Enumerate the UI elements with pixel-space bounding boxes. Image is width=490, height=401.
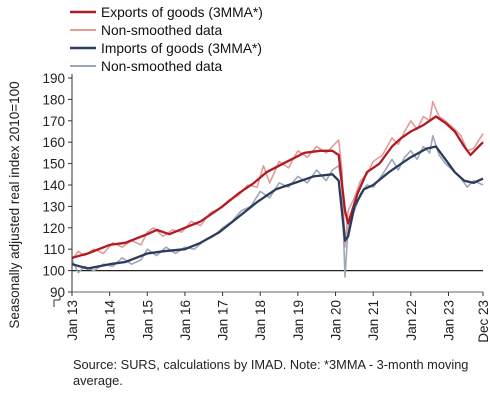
x-tick-label: Dec 23	[476, 300, 490, 343]
chart: Exports of goods (3MMA*) Non-smoothed dat…	[7, 5, 490, 343]
x-tick-label: Jan 22	[404, 300, 419, 341]
legend-item: Exports of goods (3MMA*)	[70, 5, 263, 20]
legend-item: Imports of goods (3MMA*)	[70, 41, 262, 56]
y-tick-label: 120	[42, 221, 65, 236]
exports-non-smoothed-line	[71, 100, 484, 261]
x-tick-label: Jan 21	[366, 300, 381, 341]
x-axis: Jan 13 Jan 14 Jan 15 Jan 16 Jan 17 Jan 18 Jan …	[65, 291, 490, 343]
y-tick-label: 130	[42, 199, 65, 214]
plot-area	[71, 100, 484, 278]
legend-label: Non-smoothed data	[101, 23, 223, 38]
legend-label: Non-smoothed data	[101, 59, 223, 74]
legend-label: Exports of goods (3MMA*)	[101, 5, 263, 20]
x-tick-label: Jan 13	[65, 300, 80, 341]
x-tick-label: Jan 18	[253, 300, 268, 341]
y-axis-label: Seasonally adjusted real index 2010=100	[7, 81, 22, 328]
source-note: Source: SURS, calculations by IMAD. Note…	[73, 357, 469, 388]
y-axis: 90 100 110 120 130 140 150 160 170 180 190	[42, 71, 73, 307]
legend-label: Imports of goods (3MMA*)	[101, 41, 262, 56]
legend-item: Non-smoothed data	[70, 59, 223, 74]
x-tick-label: Jan 17	[216, 300, 231, 341]
imports-non-smoothed-line	[71, 135, 484, 278]
y-tick-label: 190	[42, 71, 65, 86]
exports-3mma-line	[71, 115, 484, 259]
x-tick-label: Jan 14	[103, 300, 118, 341]
y-tick-label: 140	[42, 178, 65, 193]
y-tick-label: 170	[42, 114, 65, 129]
axis-break-mark	[53, 296, 61, 307]
y-tick-label: 150	[42, 157, 65, 172]
imports-3mma-line	[71, 145, 484, 270]
x-tick-label: Jan 19	[291, 300, 306, 341]
legend: Exports of goods (3MMA*) Non-smoothed dat…	[70, 5, 263, 74]
x-tick-label: Jan 20	[329, 300, 344, 341]
y-tick-label: 90	[50, 285, 65, 300]
y-tick-label: 160	[42, 135, 65, 150]
legend-item: Non-smoothed data	[70, 23, 223, 38]
x-tick-label: Jan 15	[140, 300, 155, 341]
y-tick-label: 110	[43, 242, 65, 257]
y-tick-label: 100	[42, 264, 65, 279]
y-tick-label: 180	[42, 92, 65, 107]
x-tick-label: Jan 16	[178, 300, 193, 341]
x-tick-label: Jan 23	[441, 300, 456, 341]
